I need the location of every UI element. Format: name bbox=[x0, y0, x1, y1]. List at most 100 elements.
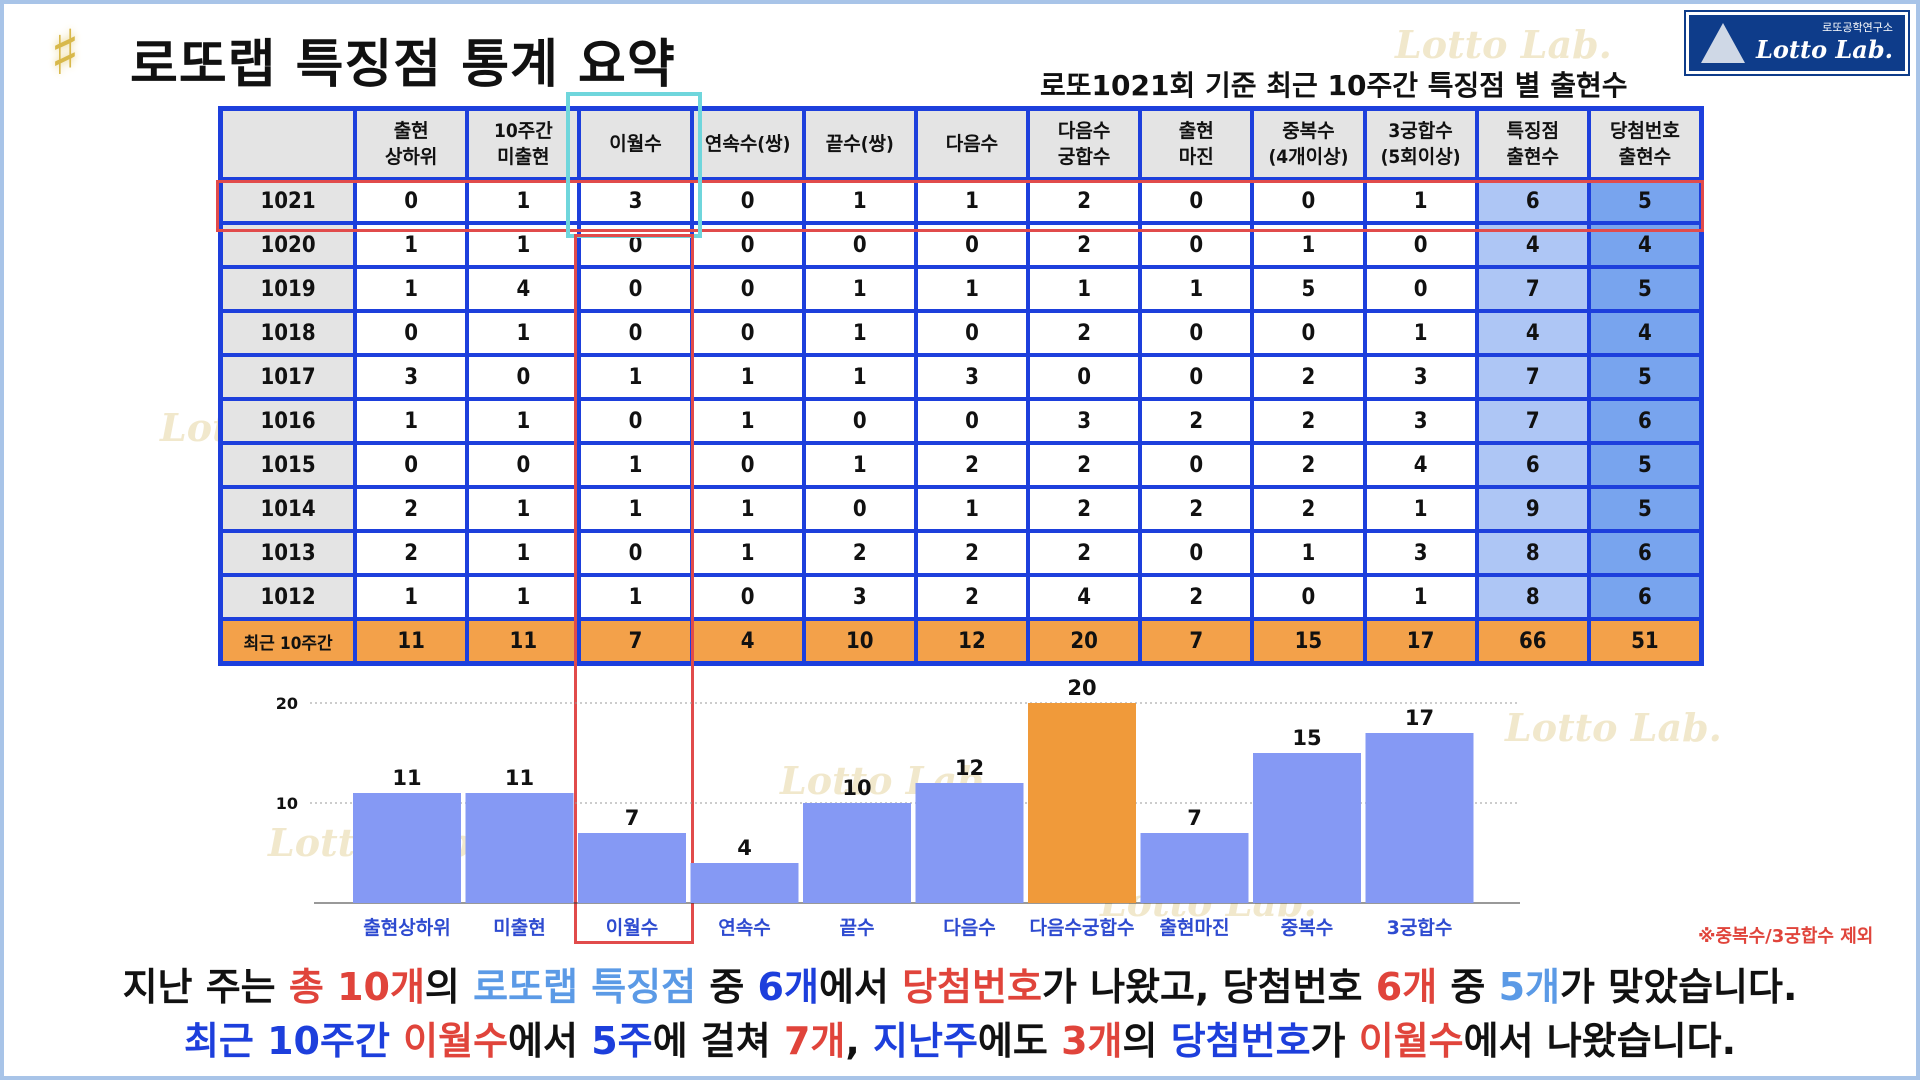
table-cell: 7 bbox=[1476, 399, 1589, 443]
table-cell: 1 bbox=[467, 531, 580, 575]
table-cell: 3 bbox=[355, 355, 468, 399]
table-row: 1013 2 1 0 1 2 2 2 0 1 3 8 6 bbox=[221, 531, 1701, 575]
table-cell: 5 bbox=[1252, 267, 1365, 311]
summary-segment: 지난주 bbox=[873, 1019, 978, 1063]
page-subtitle: 로또1021회 기준 최근 10주간 특징점 별 출현수 bbox=[1040, 69, 1628, 102]
summary-segment: 에서 bbox=[818, 965, 903, 1009]
table-cell: 0 bbox=[579, 311, 692, 355]
table-cell: 1 bbox=[803, 179, 916, 223]
table-cell: 2 bbox=[1140, 399, 1253, 443]
table-cell: 1 bbox=[691, 399, 804, 443]
summary-segment: 5개 bbox=[1498, 965, 1560, 1009]
table-cell: 0 bbox=[1252, 311, 1365, 355]
table-cell: 2 bbox=[915, 575, 1029, 619]
summary-segment: 가 나왔고, 당첨번호 bbox=[1041, 965, 1376, 1009]
round-cell: 1013 bbox=[221, 531, 356, 575]
summary-segment: 지난 주는 bbox=[122, 965, 289, 1009]
table-cell: 1 bbox=[355, 575, 468, 619]
table-cell: 0 bbox=[1140, 311, 1253, 355]
table-cell: 2 bbox=[1028, 443, 1141, 487]
round-cell: 1019 bbox=[221, 267, 356, 311]
table-cell: 66 bbox=[1476, 619, 1589, 663]
table-cell: 0 bbox=[467, 443, 580, 487]
table-cell: 1 bbox=[467, 399, 580, 443]
summary-segment: 5주 bbox=[591, 1019, 653, 1063]
table-cell: 2 bbox=[1252, 355, 1365, 399]
summary-segment: 에도 bbox=[977, 1019, 1062, 1063]
summary-segment: 7개 bbox=[783, 1019, 846, 1063]
table-cell: 2 bbox=[915, 531, 1029, 575]
summary-segment: 이월수 bbox=[1358, 1019, 1464, 1063]
table-cell: 1 bbox=[467, 575, 580, 619]
round-cell: 1020 bbox=[221, 223, 356, 267]
table-cell: 11 bbox=[355, 619, 468, 663]
table-cell: 0 bbox=[691, 223, 804, 267]
table-cell: 1 bbox=[579, 443, 692, 487]
table-cell: 0 bbox=[355, 311, 468, 355]
round-cell: 1017 bbox=[221, 355, 356, 399]
table-cell: 12 bbox=[915, 619, 1029, 663]
table-cell: 0 bbox=[691, 267, 804, 311]
table-cell: 1 bbox=[803, 355, 916, 399]
table-cell: 0 bbox=[1140, 223, 1253, 267]
round-cell: 1021 bbox=[221, 179, 356, 223]
summary-segment: 의 bbox=[1122, 1019, 1171, 1063]
table-row: 1018 0 1 0 0 1 0 2 0 0 1 4 4 bbox=[221, 311, 1701, 355]
table-cell: 0 bbox=[691, 179, 804, 223]
table-cell: 0 bbox=[579, 531, 692, 575]
table-cell: 1 bbox=[579, 575, 692, 619]
table-cell: 0 bbox=[579, 399, 692, 443]
summary-segment: 로또랩 특징점 bbox=[473, 965, 697, 1009]
table-cell: 0 bbox=[1252, 179, 1365, 223]
table-cell: 1 bbox=[915, 267, 1029, 311]
round-cell: 1015 bbox=[221, 443, 356, 487]
logo-caption: 로또공학연구소 bbox=[1822, 21, 1893, 34]
table-cell: 10 bbox=[803, 619, 916, 663]
table-cell: 1 bbox=[803, 311, 916, 355]
table-cell: 8 bbox=[1476, 575, 1589, 619]
table-cell: 1 bbox=[467, 311, 580, 355]
table-cell: 0 bbox=[1140, 355, 1253, 399]
summary-segment: 이월수 bbox=[403, 1019, 509, 1063]
table-cell: 0 bbox=[355, 179, 468, 223]
table-cell: 6 bbox=[1476, 179, 1589, 223]
table-cell: 0 bbox=[579, 223, 692, 267]
table-row: 1016 1 1 0 1 0 0 3 2 2 3 7 6 bbox=[221, 399, 1701, 443]
table-cell: 6 bbox=[1476, 443, 1589, 487]
table-cell: 7 bbox=[1476, 267, 1589, 311]
table-cell: 1 bbox=[1364, 311, 1477, 355]
table-cell: 11 bbox=[467, 619, 580, 663]
column-header: 3궁합수 (5회이상) bbox=[1364, 109, 1477, 179]
table-cell: 3 bbox=[1364, 399, 1477, 443]
table-cell: 0 bbox=[915, 311, 1029, 355]
table-cell: 1 bbox=[1364, 487, 1477, 531]
table-cell: 2 bbox=[803, 531, 916, 575]
table-cell: 3 bbox=[1028, 399, 1141, 443]
table-cell: 0 bbox=[1364, 267, 1477, 311]
table-cell: 20 bbox=[1028, 619, 1141, 663]
table-cell: 2 bbox=[355, 531, 468, 575]
table-cell: 5 bbox=[1588, 443, 1701, 487]
table-cell: 4 bbox=[1476, 311, 1589, 355]
column-header bbox=[221, 109, 356, 179]
summary-segment: 3개 bbox=[1061, 1019, 1123, 1063]
table-cell: 4 bbox=[1588, 311, 1701, 355]
table-cell: 0 bbox=[1140, 443, 1253, 487]
table-cell: 1 bbox=[803, 443, 916, 487]
table-cell: 1 bbox=[1364, 575, 1477, 619]
column-header: 10주간 미출현 bbox=[467, 109, 580, 179]
summary-segment: , bbox=[845, 1019, 874, 1063]
column-header: 특징점 출현수 bbox=[1476, 109, 1589, 179]
footnote: ※중복수/3궁합수 제외 bbox=[1698, 926, 1874, 947]
table-cell: 4 bbox=[1028, 575, 1141, 619]
table-cell: 5 bbox=[1588, 267, 1701, 311]
table-cell: 0 bbox=[355, 443, 468, 487]
table-cell: 1 bbox=[1364, 179, 1477, 223]
table-cell: 1 bbox=[1140, 267, 1253, 311]
round-cell: 1018 bbox=[221, 311, 356, 355]
table-cell: 15 bbox=[1252, 619, 1365, 663]
summary-segment: 의 bbox=[424, 965, 474, 1009]
table-cell: 2 bbox=[1028, 531, 1141, 575]
table-cell: 0 bbox=[1364, 223, 1477, 267]
